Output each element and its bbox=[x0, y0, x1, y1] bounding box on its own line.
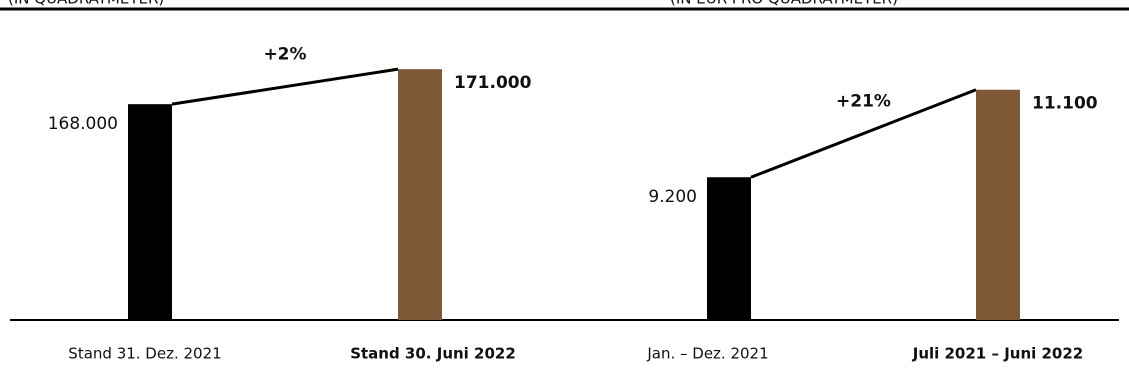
category-label: Juli 2021 – Juni 2022 bbox=[912, 345, 1084, 363]
bar bbox=[128, 104, 172, 321]
connector bbox=[750, 88, 977, 179]
category-label: Jan. – Dez. 2021 bbox=[646, 345, 768, 363]
category-label: Stand 31. Dez. 2021 bbox=[68, 345, 221, 363]
value-label: 168.000 bbox=[48, 114, 118, 134]
category-label: Stand 30. Juni 2022 bbox=[350, 345, 516, 363]
value-label: 171.000 bbox=[454, 73, 532, 93]
bar bbox=[707, 177, 751, 320]
bar bbox=[398, 69, 442, 321]
value-label: 9.200 bbox=[648, 187, 697, 207]
bar bbox=[976, 89, 1020, 320]
subtitle: (IN QUADRATMETER) bbox=[8, 0, 164, 8]
subtitle: (IN EUR PRO QUADRATMETER) bbox=[670, 0, 898, 8]
value-label: 11.100 bbox=[1032, 94, 1098, 114]
change-label: +2% bbox=[263, 45, 306, 65]
connector bbox=[171, 67, 399, 106]
change-label: +21% bbox=[836, 91, 891, 111]
